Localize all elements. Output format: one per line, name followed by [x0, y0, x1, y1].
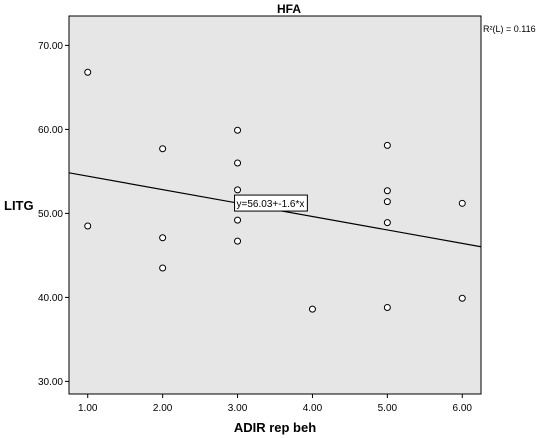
data-point — [159, 264, 167, 272]
y-tick-label: 50.00 — [38, 209, 63, 220]
data-point — [84, 222, 92, 230]
equation-box — [234, 194, 308, 212]
chart-title: HFA — [277, 2, 301, 16]
x-tick-label: 2.00 — [153, 403, 173, 414]
y-tick-label: 40.00 — [38, 293, 63, 304]
y-axis: 30.00 40.00 50.00 60.00 70.00 — [38, 41, 69, 388]
y-axis-label: LITG — [4, 198, 34, 213]
data-point — [308, 305, 316, 313]
x-axis-label: ADIR rep beh — [234, 420, 316, 435]
data-point — [458, 294, 466, 302]
data-point — [383, 219, 391, 227]
data-point — [383, 187, 391, 195]
data-point — [234, 126, 242, 134]
data-point — [458, 199, 466, 207]
x-tick-label: 4.00 — [303, 403, 323, 414]
data-point — [383, 141, 391, 149]
data-point — [383, 198, 391, 206]
y-tick-label: 70.00 — [38, 41, 63, 52]
data-point — [234, 186, 242, 194]
x-tick-label: 1.00 — [78, 403, 98, 414]
data-point — [234, 159, 242, 167]
x-tick-label: 6.00 — [453, 403, 473, 414]
data-point — [84, 68, 92, 76]
y-tick-label: 30.00 — [38, 377, 63, 388]
equation-label: y=56.03+-1.6*x — [237, 199, 305, 210]
r-squared-label: R²(L) = 0.116 — [483, 24, 536, 34]
x-axis: 1.00 2.00 3.00 4.00 5.00 6.00 — [78, 394, 472, 414]
data-points — [84, 68, 466, 313]
data-point — [234, 216, 242, 224]
x-tick-label: 5.00 — [378, 403, 398, 414]
equation-group: y=56.03+-1.6*x — [234, 194, 308, 212]
x-tick-label: 3.00 — [228, 403, 248, 414]
data-point — [383, 303, 391, 311]
data-point — [159, 234, 167, 242]
data-point — [159, 145, 167, 153]
y-tick-label: 60.00 — [38, 125, 63, 136]
data-point — [234, 237, 242, 245]
